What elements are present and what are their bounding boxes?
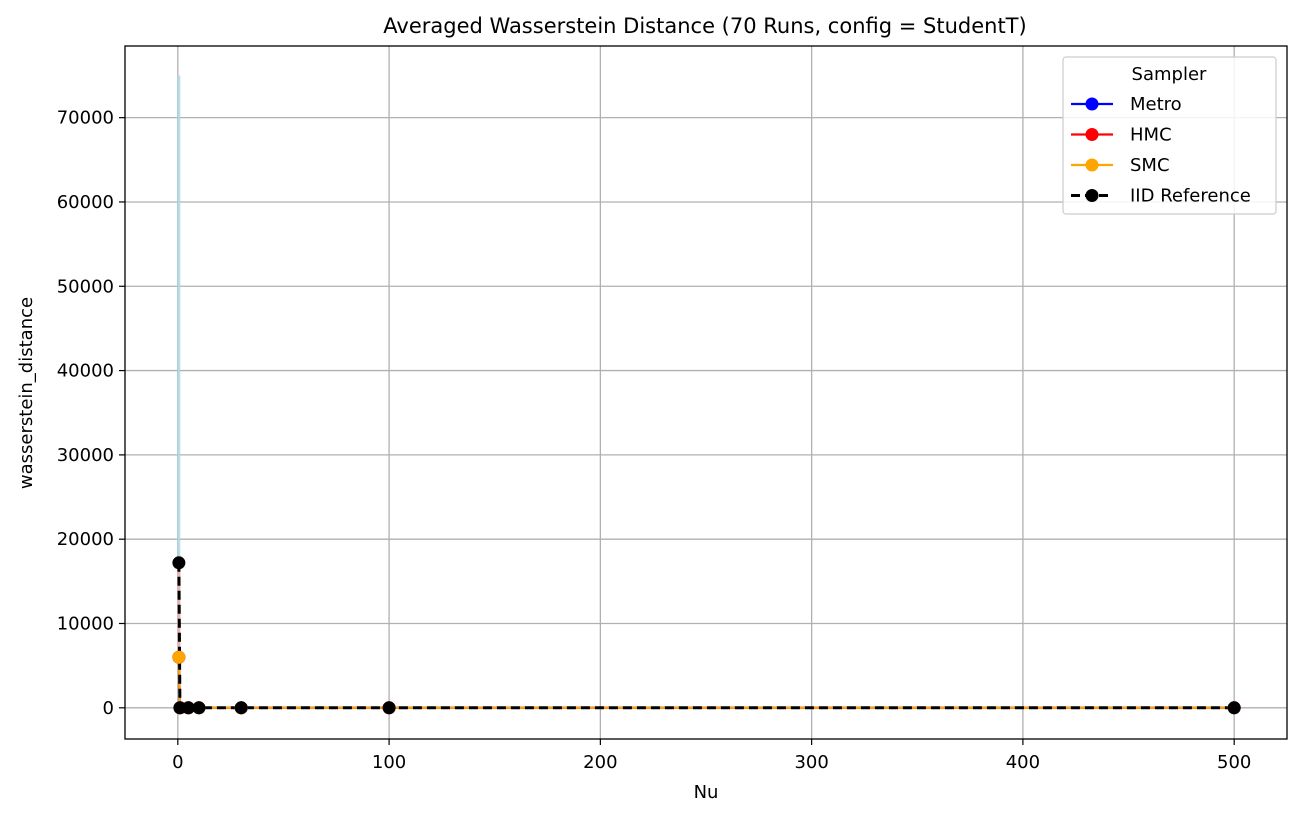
legend-label: Metro <box>1130 94 1182 115</box>
grid-lines <box>125 46 1287 739</box>
x-tick-label: 0 <box>172 752 183 773</box>
data-point <box>192 701 206 715</box>
y-tick-label: 50000 <box>57 276 114 297</box>
y-tick-label: 0 <box>103 698 114 719</box>
legend-label: IID Reference <box>1130 186 1251 207</box>
plot-frame <box>124 45 1288 740</box>
y-tick-label: 40000 <box>57 361 114 382</box>
y-axis-title: wasserstein_distance <box>16 297 37 489</box>
legend: Sampler Metro HMC SMC IID Reference <box>1062 56 1277 215</box>
legend-label: HMC <box>1130 125 1172 146</box>
legend-marker <box>1085 97 1099 111</box>
legend-title: Sampler <box>1132 64 1207 85</box>
legend-label: SMC <box>1130 155 1170 176</box>
axis-ticks: 0 100 200 300 400 500 0 10000 20000 30000 40000 500… <box>57 108 1252 773</box>
legend-entries: Metro HMC SMC IID Reference <box>1071 94 1251 207</box>
data-point <box>1227 701 1241 715</box>
x-tick-label: 100 <box>372 752 406 773</box>
chart-title: Averaged Wasserstein Distance (70 Runs, … <box>383 14 1026 38</box>
data-point <box>382 701 396 715</box>
y-tick-label: 70000 <box>57 108 114 129</box>
x-tick-label: 300 <box>794 752 828 773</box>
data-point <box>172 556 186 570</box>
y-tick-label: 20000 <box>57 529 114 550</box>
data-point <box>172 650 186 664</box>
legend-marker <box>1085 189 1099 202</box>
x-tick-label: 200 <box>583 752 617 773</box>
y-tick-label: 30000 <box>57 445 114 466</box>
series-markers <box>172 556 1241 715</box>
x-tick-label: 400 <box>1006 752 1040 773</box>
legend-box <box>1062 56 1277 215</box>
x-axis-title: Nu <box>694 782 719 803</box>
y-tick-label: 10000 <box>57 614 114 635</box>
legend-marker <box>1085 128 1099 141</box>
data-point <box>234 701 248 715</box>
legend-marker <box>1085 158 1099 172</box>
data-point <box>181 701 195 715</box>
x-tick-label: 500 <box>1217 752 1251 773</box>
y-tick-label: 60000 <box>57 192 114 213</box>
